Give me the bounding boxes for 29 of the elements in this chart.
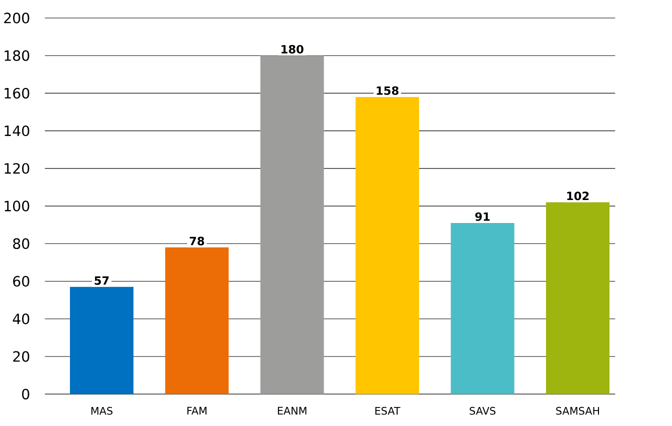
bar bbox=[165, 247, 229, 394]
x-tick-label: MAS bbox=[91, 406, 112, 415]
data-label: 91 bbox=[475, 212, 490, 221]
y-tick-label: 120 bbox=[4, 162, 30, 174]
y-tick-label: 160 bbox=[4, 88, 30, 98]
y-tick-label: 200 bbox=[4, 12, 30, 24]
y-tick-label: 0 bbox=[22, 388, 30, 400]
y-tick-label: 60 bbox=[13, 276, 30, 286]
x-tick-label: EANM bbox=[278, 406, 306, 414]
bar bbox=[260, 55, 324, 394]
data-label: 158 bbox=[376, 86, 398, 95]
y-tick-label: 40 bbox=[12, 313, 30, 324]
y-tick-label: 80 bbox=[13, 238, 30, 249]
data-label: 180 bbox=[282, 44, 304, 54]
x-tick-label: ESAT bbox=[375, 406, 400, 415]
y-tick-label: 180 bbox=[4, 50, 30, 61]
y-tick-label: 100 bbox=[4, 200, 30, 212]
bar bbox=[70, 286, 134, 394]
bar bbox=[546, 202, 610, 394]
data-label: 57 bbox=[94, 276, 109, 285]
y-tick-label: 140 bbox=[4, 125, 30, 136]
x-tick-label: FAM bbox=[187, 406, 206, 414]
data-label: 102 bbox=[567, 191, 589, 200]
bar bbox=[450, 222, 514, 394]
y-tick-label: 20 bbox=[13, 350, 30, 362]
x-tick-label: SAVS bbox=[470, 406, 496, 415]
x-tick-label: SAMSAH bbox=[556, 406, 599, 415]
bar bbox=[356, 96, 420, 394]
data-label: 78 bbox=[190, 236, 204, 246]
